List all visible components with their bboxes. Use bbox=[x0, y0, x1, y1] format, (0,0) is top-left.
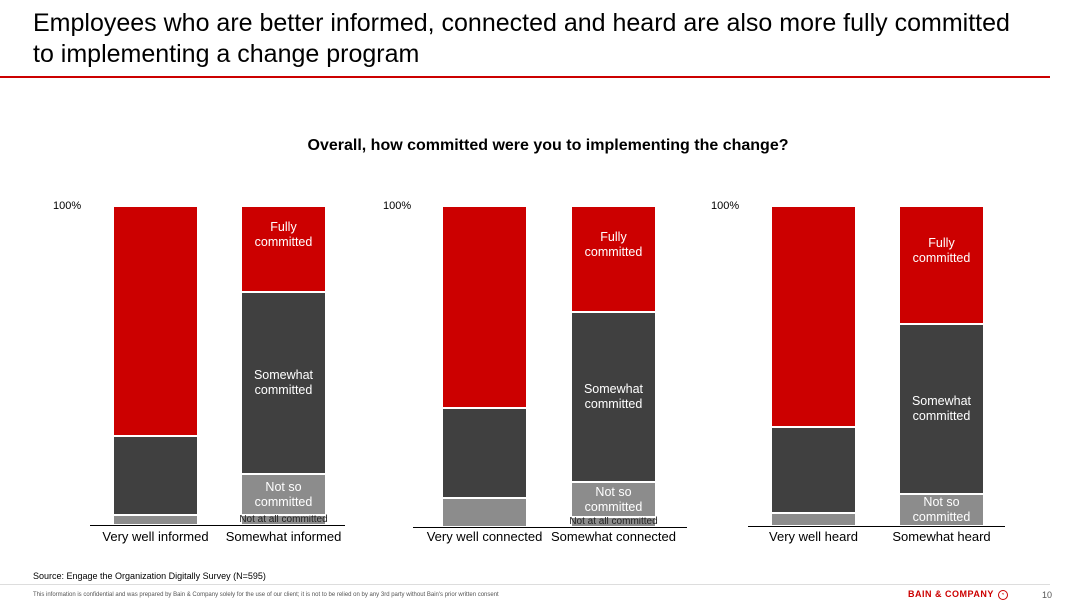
bar-segment-somewhat: Somewhat committed bbox=[571, 311, 656, 483]
y-axis-top-label: 100% bbox=[53, 200, 82, 212]
x-axis-line bbox=[413, 527, 687, 528]
bar-segment-fully: Fully committed bbox=[241, 206, 326, 293]
bar-segment-fully: Fully committed bbox=[899, 206, 984, 325]
segment-label-not-at-all: Not at all committed bbox=[569, 516, 658, 528]
bar-segment-somewhat bbox=[771, 426, 856, 514]
bar-segment-not_at_all bbox=[571, 517, 656, 527]
bar-segment-fully bbox=[113, 206, 198, 436]
bar-segment-somewhat: Somewhat committed bbox=[899, 324, 984, 494]
segment-label: Somewhat committed bbox=[253, 368, 314, 398]
bar-segment-not_at_all bbox=[241, 515, 326, 525]
page-number: 10 bbox=[1042, 590, 1053, 600]
bar-segment-fully bbox=[442, 206, 527, 409]
slide-title: Employees who are better informed, conne… bbox=[33, 9, 1010, 68]
bar-segment-fully: Fully committed bbox=[571, 206, 656, 312]
segment-label: Fully committed bbox=[584, 229, 643, 259]
bain-logo: BAIN & COMPANY ◔ bbox=[908, 589, 1008, 600]
y-axis-top-label: 100% bbox=[711, 200, 740, 212]
bar-segment-not_so: Not so committed bbox=[571, 482, 656, 518]
segment-label-not-at-all: Not at all committed bbox=[239, 514, 328, 526]
bar-segment-not_so bbox=[771, 513, 856, 526]
bar-segment-somewhat: Somewhat committed bbox=[241, 292, 326, 474]
segment-label: Fully committed bbox=[254, 220, 313, 250]
bar-segment-somewhat bbox=[113, 435, 198, 516]
bar-segment-somewhat bbox=[442, 408, 527, 499]
segment-label: Somewhat committed bbox=[911, 394, 972, 424]
x-axis-line bbox=[90, 525, 345, 526]
category-label: Somewhat heard bbox=[892, 529, 991, 544]
bar-segment-not_so: Not so committed bbox=[899, 494, 984, 526]
category-label: Somewhat connected bbox=[550, 529, 677, 544]
confidentiality-notice: This information is confidential and was… bbox=[33, 592, 499, 598]
chart-question: Overall, how committed were you to imple… bbox=[307, 137, 789, 154]
source-note: Source: Engage the Organization Digitall… bbox=[33, 571, 266, 581]
logo-text: BAIN & COMPANY bbox=[908, 589, 994, 599]
bar-segment-not_so: Not so committed bbox=[241, 473, 326, 516]
x-axis-line bbox=[748, 526, 1005, 527]
segment-label: Somewhat committed bbox=[583, 381, 644, 411]
category-label: Very well connected bbox=[426, 529, 543, 544]
y-axis-top-label: 100% bbox=[383, 200, 412, 212]
bar-segment-not_so bbox=[442, 498, 527, 527]
category-label: Very well heard bbox=[769, 529, 858, 544]
category-label: Somewhat informed bbox=[225, 529, 342, 544]
bar-segment-fully bbox=[771, 206, 856, 427]
bar-segment-not_so bbox=[113, 515, 198, 525]
logo-mark-icon: ◔ bbox=[997, 589, 1008, 600]
segment-label: Not so committed bbox=[912, 495, 971, 524]
category-label: Very well informed bbox=[102, 529, 209, 544]
title-divider bbox=[0, 76, 1050, 78]
segment-label: Fully committed bbox=[912, 236, 971, 266]
footer-divider bbox=[0, 584, 1050, 585]
segment-label: Not so committed bbox=[254, 479, 313, 509]
segment-label: Not so committed bbox=[584, 484, 643, 514]
